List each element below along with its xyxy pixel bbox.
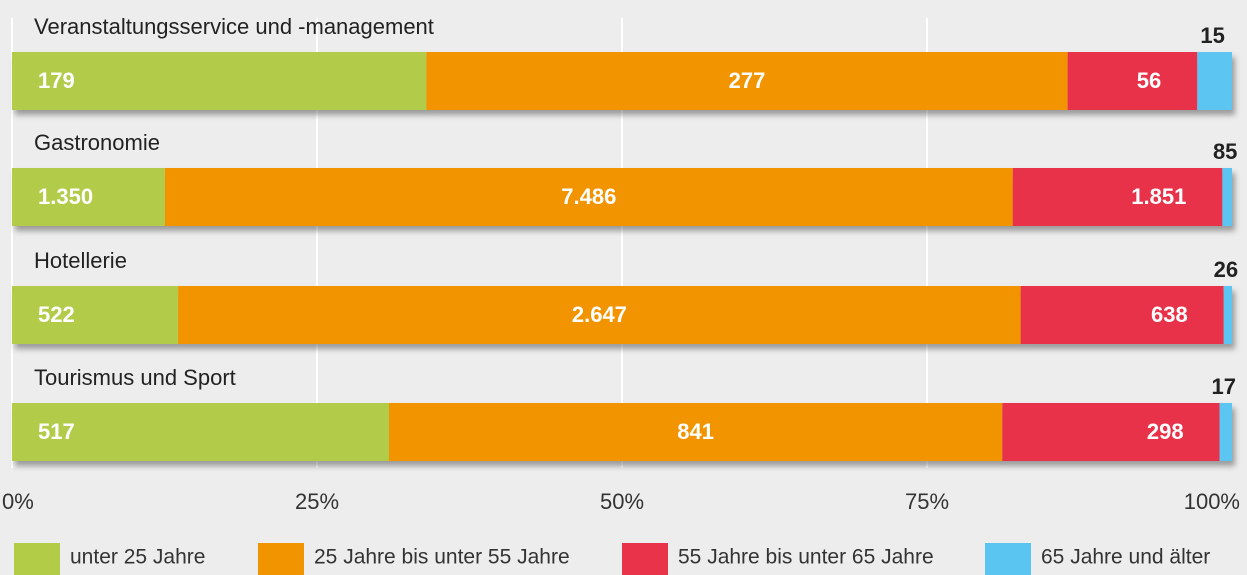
bar-row (12, 403, 1232, 461)
bar-segment (1012, 168, 1223, 226)
category-label: Veranstaltungsservice und -management (34, 14, 434, 39)
legend-label: 55 Jahre bis unter 65 Jahre (678, 546, 934, 569)
category-label: Gastronomie (34, 130, 160, 155)
bar-segment (1002, 403, 1220, 461)
bar-segment (1067, 52, 1198, 110)
value-label: 15 (1200, 23, 1224, 48)
value-label: 1.851 (1131, 184, 1186, 209)
legend-label: 65 Jahre und älter (1041, 546, 1210, 569)
x-tick-label: 100% (1184, 489, 1240, 514)
x-tick-label: 50% (600, 489, 644, 514)
x-tick-label: 25% (295, 489, 339, 514)
bar-row (12, 168, 1232, 226)
bar-segment (178, 286, 1021, 344)
value-label: 2.647 (572, 302, 627, 327)
bar-segment (1020, 286, 1224, 344)
bar-segment (12, 403, 390, 461)
legend-swatch (985, 543, 1031, 575)
value-label: 841 (677, 419, 714, 444)
bar-segment (389, 403, 1003, 461)
value-label: 56 (1137, 68, 1161, 93)
value-label: 638 (1151, 302, 1188, 327)
bar-segment (1222, 168, 1232, 226)
value-label: 17 (1212, 374, 1236, 399)
legend-swatch (258, 543, 304, 575)
bar-row (12, 286, 1232, 344)
value-label: 522 (38, 302, 75, 327)
bar-segment (426, 52, 1068, 110)
value-label: 298 (1147, 419, 1184, 444)
value-label: 517 (38, 419, 75, 444)
value-label: 26 (1214, 257, 1238, 282)
bar-segment (1197, 52, 1232, 110)
legend-swatch (622, 543, 668, 575)
bar-row (12, 52, 1232, 110)
bar-segment (12, 286, 179, 344)
value-label: 277 (729, 68, 766, 93)
category-label: Tourismus und Sport (34, 365, 236, 390)
x-tick-label: 75% (905, 489, 949, 514)
category-label: Hotellerie (34, 248, 127, 273)
legend-swatch (14, 543, 60, 575)
legend-label: 25 Jahre bis unter 55 Jahre (314, 546, 570, 569)
bar-segment (1219, 403, 1232, 461)
bar-segment (164, 168, 1013, 226)
x-tick-label: 0% (2, 489, 34, 514)
value-label: 179 (38, 68, 75, 93)
bar-segment (1223, 286, 1232, 344)
bar-segment (12, 168, 165, 226)
value-label: 7.486 (561, 184, 616, 209)
value-label: 85 (1213, 139, 1237, 164)
value-label: 1.350 (38, 184, 93, 209)
legend-label: unter 25 Jahre (70, 546, 205, 569)
bar-segment (12, 52, 427, 110)
